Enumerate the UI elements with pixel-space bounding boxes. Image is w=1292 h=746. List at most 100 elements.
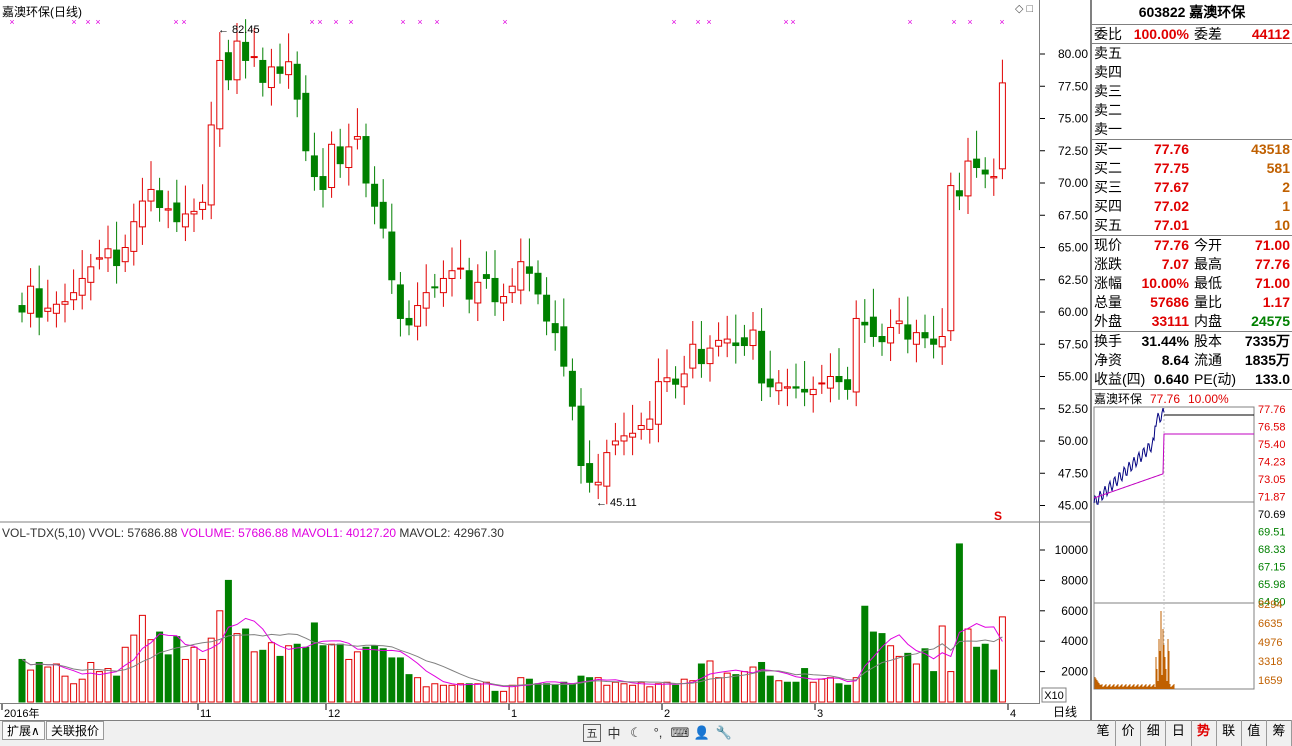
keyboard-icon[interactable]: ⌨: [670, 724, 690, 740]
weicha-label: 委差: [1194, 26, 1222, 42]
candle-body: [508, 285, 516, 294]
volume-bar: [654, 683, 662, 703]
stat-value: 7.07: [1161, 256, 1189, 272]
signal-marker: ×: [173, 17, 178, 27]
candle-body: [422, 292, 430, 309]
candle-body: [981, 169, 989, 175]
candle-body: [457, 267, 465, 270]
volume-bar: [964, 628, 972, 703]
candle-body: [250, 56, 258, 59]
price-axis: 80.00 77.50 75.00 72.50 70.00 67.50 65.00 62.50…: [1040, 0, 1091, 704]
volume-bar: [457, 683, 465, 703]
date-label: 4: [1010, 708, 1016, 720]
volume-bar: [792, 681, 800, 703]
layout-icon[interactable]: 五: [583, 723, 601, 742]
candle-body: [259, 59, 267, 83]
kline-chart[interactable]: ← 82.45← 45.11S× × × × × × × × × × × × × × × × × × × × × × ×: [0, 0, 1040, 704]
wrench-icon[interactable]: 🔧: [715, 724, 733, 740]
side-tab-7[interactable]: 筹: [1267, 720, 1292, 746]
vvol-value: VVOL: 57686.88: [88, 526, 178, 540]
price-tick-label: 55.00: [1058, 370, 1088, 384]
date-label: 3: [817, 708, 823, 720]
candle-body: [35, 288, 43, 318]
buy-label: 买四: [1094, 198, 1122, 214]
volume-bar: [199, 658, 207, 703]
mini-price: 77.76: [1150, 392, 1180, 406]
candle-body: [87, 266, 95, 283]
volume-bar: [147, 639, 155, 703]
buy-row-2: 买二 77.75 581: [1092, 159, 1292, 178]
fundamental-stats: 换手 31.44% 股本 7335万 净资 8.64 流通 1835万 收益(四) 0.640 PE…: [1092, 331, 1292, 389]
sell-row-5: 卖五: [1092, 44, 1292, 63]
sell-label: 卖一: [1094, 121, 1122, 137]
fundamental-stat-row: 收益(四) 0.640 PE(动) 133.0: [1092, 370, 1292, 389]
user-icon[interactable]: 👤: [693, 724, 711, 740]
date-label: 2016年: [4, 706, 39, 720]
candle-body: [895, 320, 903, 325]
candle-body: [44, 307, 52, 312]
chinese-input-icon[interactable]: 中: [607, 726, 621, 741]
diamond-icon[interactable]: ◇: [1015, 3, 1024, 15]
period-label[interactable]: 日线: [1040, 704, 1091, 720]
volume-bar: [852, 677, 860, 703]
signal-marker: ×: [790, 17, 795, 27]
candle-body: [353, 136, 361, 140]
candle-body: [147, 188, 155, 202]
window-icon[interactable]: □: [1026, 3, 1034, 15]
price-tick-label: 47.50: [1058, 466, 1088, 480]
corner-icons[interactable]: ◇ □: [1015, 2, 1033, 15]
mini-price-tick: 70.69: [1258, 509, 1286, 521]
candle-body: [629, 432, 637, 438]
volume-bar: [130, 634, 138, 703]
volume-bar: [156, 631, 164, 703]
signal-marker: ×: [671, 17, 676, 27]
price-tick-label: 67.50: [1058, 208, 1088, 222]
weibi-label: 委比: [1094, 26, 1122, 42]
buy-row-3: 买三 77.67 2: [1092, 178, 1292, 197]
side-tab-1[interactable]: 价: [1116, 720, 1142, 746]
intraday-chart-svg[interactable]: 嘉澳环保 77.76 10.00% 77.76 76.58 75.40 74.23 73.05…: [1092, 390, 1292, 704]
expand-tab[interactable]: 扩展∧: [2, 721, 45, 740]
mini-price-tick: 73.05: [1258, 474, 1286, 486]
candle-body: [844, 379, 852, 390]
buy-price: 77.75: [1153, 160, 1189, 176]
candle-body: [887, 326, 895, 344]
kline-chart-area[interactable]: ← 82.45 ← 45.11 S × × × × × × × × × × × × × × × × × × × × × × × 嘉…: [0, 0, 1040, 704]
stat-label: 涨跌: [1094, 256, 1122, 272]
volume-bar: [706, 660, 714, 703]
low-annotation: ← 45.11: [596, 497, 637, 509]
stat-label-2: PE(动): [1194, 371, 1236, 387]
price-tick-label: 65.00: [1058, 241, 1088, 255]
intraday-mini-chart[interactable]: 嘉澳环保 77.76 10.00% 77.76 76.58 75.40 74.23 73.05…: [1092, 389, 1292, 703]
dots-icon[interactable]: °,: [653, 725, 663, 740]
mavol2-value: MAVOL2: 42967.30: [399, 526, 504, 540]
sell-row-3: 卖三: [1092, 82, 1292, 101]
mini-price-tick: 64.80: [1258, 597, 1286, 609]
stat-value-2: 71.00: [1254, 275, 1290, 291]
volume-bar: [663, 681, 671, 703]
mavol1-line: [21, 617, 1003, 688]
side-tab-3[interactable]: 日: [1166, 720, 1192, 746]
mini-price-frame: [1093, 406, 1255, 604]
volume-bar: [921, 648, 929, 703]
date-label: 12: [328, 708, 340, 720]
stat-value-2: 24575: [1251, 313, 1290, 329]
related-quotes-tab[interactable]: 关联报价: [46, 721, 105, 740]
candle-body: [603, 452, 611, 487]
side-tab-5[interactable]: 联: [1217, 720, 1242, 746]
volume-bar: [809, 681, 817, 703]
candle-body: [52, 303, 60, 314]
quote-stats: 现价 77.76 今开 71.00 涨跌 7.07 最高 77.76 涨幅 10.00% 最低 71.…: [1092, 235, 1292, 331]
sell-row-1: 卖一: [1092, 120, 1292, 139]
buy-volume: 2: [1282, 179, 1290, 195]
moon-icon[interactable]: ☾: [630, 724, 642, 740]
candle-body: [61, 301, 69, 305]
side-tab-6[interactable]: 值: [1242, 720, 1267, 746]
mini-stock-name: 嘉澳环保: [1094, 392, 1142, 406]
candle-body: [973, 158, 981, 169]
volume-bar: [35, 661, 43, 703]
volume-bar: [560, 681, 568, 703]
side-tab-2[interactable]: 细: [1141, 720, 1167, 746]
side-tab-0[interactable]: 笔: [1091, 720, 1117, 746]
side-tab-4[interactable]: 势: [1192, 720, 1217, 746]
